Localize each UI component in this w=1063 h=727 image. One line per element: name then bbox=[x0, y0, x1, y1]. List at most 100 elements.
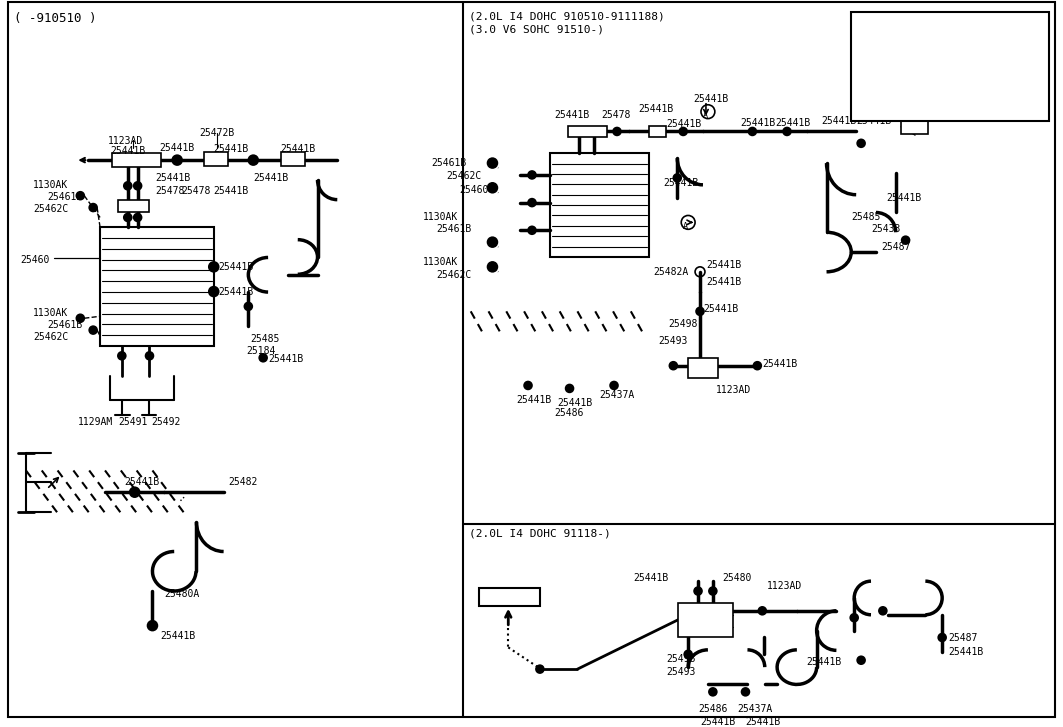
Text: 25482: 25482 bbox=[229, 478, 258, 487]
Circle shape bbox=[610, 382, 618, 390]
Text: 25441B: 25441B bbox=[159, 143, 195, 153]
Bar bbox=[678, 603, 732, 638]
Text: 25441B: 25441B bbox=[634, 574, 669, 583]
Text: 25487: 25487 bbox=[948, 632, 978, 643]
Text: 25441B: 25441B bbox=[161, 630, 196, 640]
Circle shape bbox=[89, 326, 97, 334]
Circle shape bbox=[89, 204, 97, 212]
Circle shape bbox=[679, 127, 687, 135]
Circle shape bbox=[857, 140, 865, 148]
Text: 25437A: 25437A bbox=[600, 390, 635, 401]
Text: 25460: 25460 bbox=[459, 185, 488, 195]
Text: 25441B: 25441B bbox=[639, 104, 674, 114]
Text: 25491: 25491 bbox=[118, 417, 148, 427]
Bar bbox=[851, 12, 1049, 121]
Text: 25437A: 25437A bbox=[738, 704, 773, 714]
Bar bbox=[900, 119, 928, 134]
Circle shape bbox=[244, 302, 252, 310]
Text: 25441B: 25441B bbox=[268, 354, 303, 364]
Text: 25462C: 25462C bbox=[33, 332, 68, 342]
Circle shape bbox=[123, 214, 132, 222]
Circle shape bbox=[850, 614, 858, 622]
Circle shape bbox=[685, 651, 692, 658]
Text: 25441B: 25441B bbox=[214, 186, 249, 196]
Text: 25482A: 25482A bbox=[928, 49, 963, 60]
Circle shape bbox=[901, 236, 910, 244]
Circle shape bbox=[146, 352, 153, 360]
Circle shape bbox=[488, 237, 497, 247]
Text: 25485: 25485 bbox=[250, 334, 280, 344]
Text: RADIATOR: RADIATOR bbox=[483, 590, 533, 600]
Text: 25441B: 25441B bbox=[948, 647, 983, 657]
Text: 25497: 25497 bbox=[874, 108, 904, 118]
Circle shape bbox=[754, 362, 761, 369]
Text: 25441B: 25441B bbox=[109, 146, 146, 156]
Circle shape bbox=[118, 352, 125, 360]
Circle shape bbox=[748, 127, 757, 135]
Text: 1130AK: 1130AK bbox=[33, 180, 68, 190]
Text: 25492: 25492 bbox=[151, 417, 181, 427]
Text: 25478: 25478 bbox=[602, 110, 630, 120]
Circle shape bbox=[613, 127, 621, 135]
Bar bbox=[550, 153, 648, 257]
Text: 25441B: 25441B bbox=[703, 305, 738, 314]
Circle shape bbox=[77, 314, 84, 322]
Text: 25441B: 25441B bbox=[219, 286, 254, 297]
Circle shape bbox=[857, 656, 865, 664]
Circle shape bbox=[208, 286, 219, 297]
Text: 1123AD: 1123AD bbox=[108, 137, 144, 146]
Text: 1130AK: 1130AK bbox=[33, 308, 68, 318]
Text: 25441B: 25441B bbox=[155, 173, 190, 183]
Circle shape bbox=[148, 621, 157, 630]
Bar bbox=[118, 200, 150, 212]
Bar bbox=[204, 152, 227, 166]
Circle shape bbox=[259, 354, 267, 362]
Text: 25480: 25480 bbox=[723, 574, 753, 583]
Circle shape bbox=[524, 382, 532, 390]
Circle shape bbox=[130, 487, 139, 497]
Text: 25462C: 25462C bbox=[436, 270, 471, 280]
Bar bbox=[281, 152, 305, 166]
Text: 25461B: 25461B bbox=[432, 158, 467, 168]
Text: 25494: 25494 bbox=[962, 20, 992, 30]
Text: 25460: 25460 bbox=[20, 255, 49, 265]
Text: 25487: 25487 bbox=[881, 242, 910, 252]
Circle shape bbox=[77, 192, 84, 200]
Circle shape bbox=[488, 262, 497, 272]
Text: 25441B: 25441B bbox=[555, 110, 590, 120]
Text: 25433: 25433 bbox=[871, 225, 900, 234]
Text: 25441B: 25441B bbox=[667, 119, 702, 129]
Text: 25462C: 25462C bbox=[446, 171, 482, 181]
Circle shape bbox=[249, 155, 258, 165]
Text: A: A bbox=[682, 222, 688, 231]
Circle shape bbox=[566, 385, 574, 393]
Text: 25461B: 25461B bbox=[48, 320, 83, 330]
Text: 25441B: 25441B bbox=[807, 657, 842, 667]
Circle shape bbox=[709, 587, 716, 595]
Text: 25482A: 25482A bbox=[654, 267, 689, 277]
Text: (2.0L I4 DOHC 910510-9111188): (2.0L I4 DOHC 910510-9111188) bbox=[469, 12, 664, 22]
Circle shape bbox=[673, 174, 681, 182]
Circle shape bbox=[488, 183, 497, 193]
Bar bbox=[112, 153, 162, 167]
Bar bbox=[100, 228, 214, 346]
Circle shape bbox=[536, 665, 544, 673]
Text: 1123AD: 1123AD bbox=[767, 581, 803, 591]
Circle shape bbox=[694, 587, 702, 595]
Text: 25486: 25486 bbox=[555, 408, 584, 418]
Bar bbox=[568, 126, 607, 137]
Text: 25461B: 25461B bbox=[436, 225, 471, 234]
Bar bbox=[648, 126, 667, 137]
Text: 25441B: 25441B bbox=[124, 478, 161, 487]
Text: 25441B: 25441B bbox=[693, 94, 728, 104]
Circle shape bbox=[488, 158, 497, 168]
Circle shape bbox=[758, 607, 766, 615]
Text: 25441B: 25441B bbox=[663, 178, 698, 188]
Circle shape bbox=[742, 688, 749, 696]
Text: 25441B: 25441B bbox=[214, 144, 249, 154]
Text: 25441B: 25441B bbox=[822, 116, 857, 126]
Text: 25441B: 25441B bbox=[762, 359, 797, 369]
Text: 25493: 25493 bbox=[658, 336, 688, 346]
Text: 25461B: 25461B bbox=[48, 192, 83, 201]
Text: 1130AK: 1130AK bbox=[423, 257, 458, 267]
